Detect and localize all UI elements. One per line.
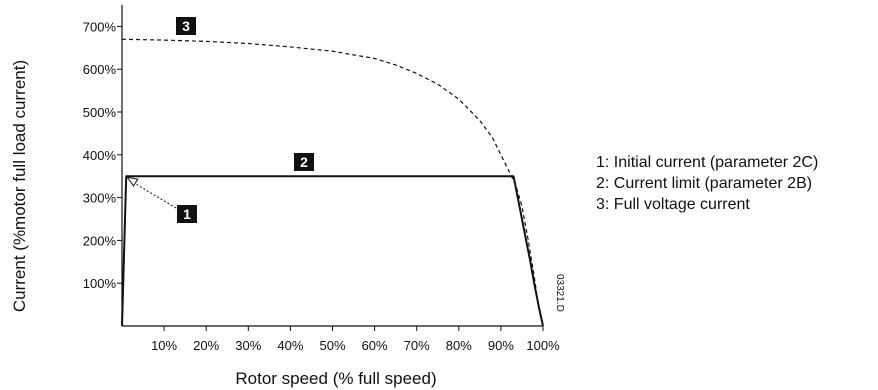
y-tick-label: 700%: [83, 19, 117, 34]
legend-item-full-voltage-current: 3: Full voltage current: [596, 196, 750, 213]
series: [121, 38, 544, 327]
x-tick-label: 10%: [151, 338, 177, 353]
y-tick-label: 500%: [83, 105, 117, 120]
y-tick-label: 600%: [83, 62, 117, 77]
marker-1-leader: [130, 180, 177, 209]
x-tick-label: 20%: [193, 338, 219, 353]
x-tick-label: 100%: [526, 338, 560, 353]
x-tick-label: 50%: [319, 338, 345, 353]
marker-2: 2: [300, 154, 308, 170]
legend-item-initial-current: 1: Initial current (parameter 2C): [596, 154, 819, 171]
x-tick-label: 70%: [404, 338, 430, 353]
x-tick-label: 40%: [277, 338, 303, 353]
marker-2-box: [294, 153, 314, 171]
marker-1: 1: [183, 206, 191, 222]
marker-3-box: [176, 17, 196, 35]
ticks: 100% 200% 300% 400% 500% 600% 700% 10% 20% 30% 40%…: [83, 19, 560, 353]
marker-1-arrowhead: [126, 176, 139, 187]
full-voltage-current-line: [121, 38, 540, 309]
x-tick-label: 30%: [235, 338, 261, 353]
marker-1-box: [177, 205, 197, 223]
x-tick-label: 80%: [446, 338, 472, 353]
y-tick-label: 300%: [83, 191, 117, 206]
y-tick-label: 200%: [83, 233, 117, 248]
annotations: 3 2 1: [126, 17, 314, 223]
figure-code: 03321.D: [554, 274, 565, 312]
marker-3: 3: [182, 18, 190, 34]
legend-item-current-limit: 2: Current limit (parameter 2B): [596, 175, 813, 192]
current-limit-line: [121, 175, 544, 327]
y-tick-label: 400%: [83, 148, 117, 163]
x-axis-title: Rotor speed (% full speed): [235, 369, 436, 388]
y-tick-label: 100%: [83, 276, 117, 291]
y-axis-title: Current (%motor full load current): [10, 60, 29, 312]
axes: [121, 5, 543, 327]
legend: 1: Initial current (parameter 2C) 2: Cur…: [596, 152, 818, 215]
x-tick-label: 90%: [488, 338, 514, 353]
x-tick-label: 60%: [362, 338, 388, 353]
